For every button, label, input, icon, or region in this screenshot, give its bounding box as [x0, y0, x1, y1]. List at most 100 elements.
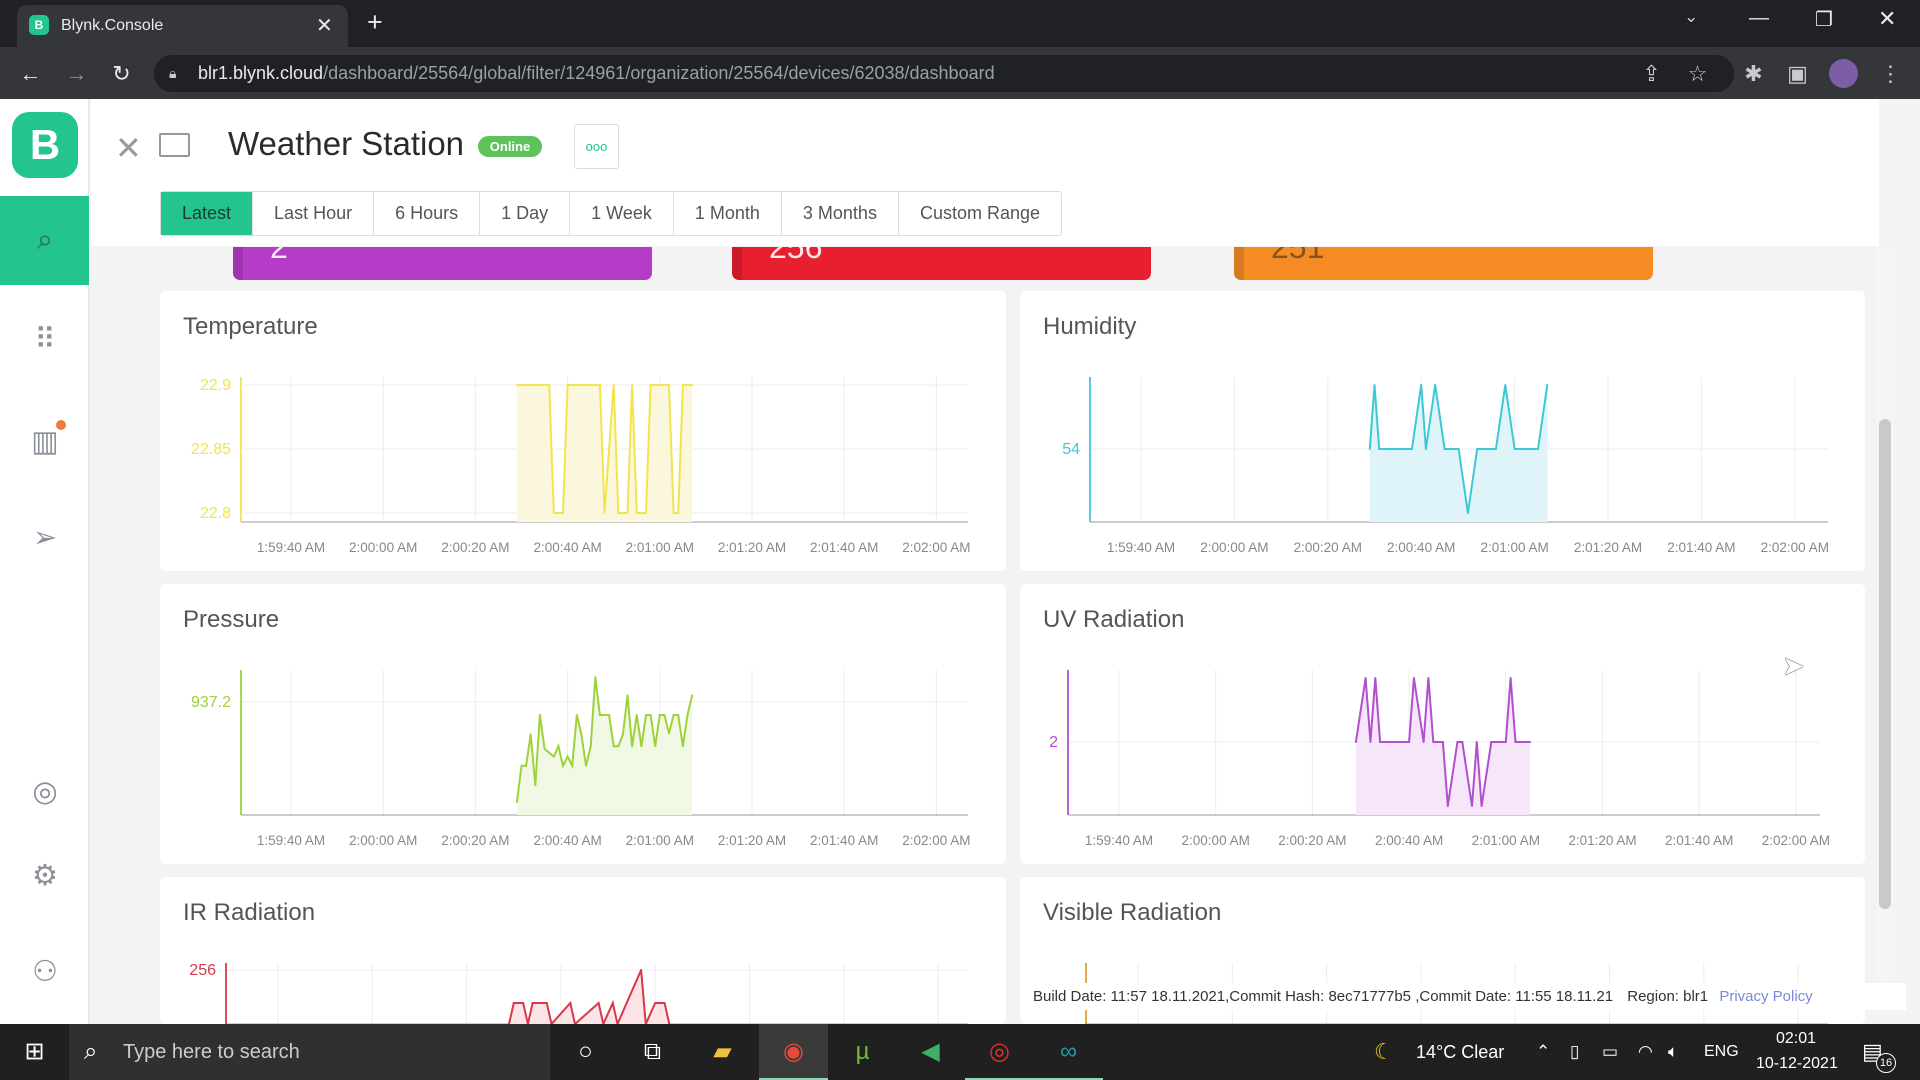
data-point: [677, 714, 680, 716]
widget-value: 256: [769, 247, 823, 265]
data-point: [626, 512, 629, 514]
data-point: [635, 714, 638, 716]
meet-now-icon[interactable]: ▯: [1570, 1042, 1580, 1061]
time-range-tabs: Latest Last Hour 6 Hours 1 Day 1 Week 1 Month…: [160, 191, 1063, 236]
sidebar-item-send[interactable]: ➢: [32, 522, 58, 554]
more-options-button[interactable]: ooo: [574, 124, 619, 169]
clock-date[interactable]: 10-12-2021: [1756, 1055, 1838, 1072]
forward-icon[interactable]: →: [65, 61, 88, 86]
x-tick-label: 2:01:40 AM: [810, 540, 878, 555]
chart-svg: 1:59:40 AM 2:00:00 AM 2:00:20 AM 2:00:40 AM…: [191, 377, 971, 555]
clock-time[interactable]: 02:01: [1776, 1030, 1817, 1047]
start-button[interactable]: ⊞: [24, 1038, 45, 1065]
x-tick-label: 2:01:40 AM: [1665, 833, 1733, 848]
volume-icon[interactable]: 🔈︎: [1668, 1042, 1679, 1061]
telegram-icon[interactable]: ◀: [921, 1038, 940, 1065]
close-tab-icon[interactable]: ✕: [316, 15, 333, 37]
browser-tab[interactable]: B Blynk.Console ✕: [17, 5, 348, 47]
chart-svg: 1:59:40 AM 2:00:00 AM 2:00:20 AM 2:00:40 AM…: [191, 670, 971, 848]
utorrent-icon[interactable]: µ: [855, 1038, 870, 1065]
data-point: [1546, 384, 1549, 386]
search-icon: ⌕: [84, 1038, 98, 1065]
browser-menu-icon[interactable]: ⋮: [1879, 61, 1902, 86]
time-range-tab[interactable]: 6 Hours: [374, 192, 481, 235]
scrollbar-thumb[interactable]: [1879, 419, 1891, 909]
collapse-icon[interactable]: [159, 133, 190, 157]
data-point: [631, 745, 634, 748]
reload-icon[interactable]: ↻: [112, 61, 131, 86]
battery-icon[interactable]: ▭: [1602, 1042, 1619, 1061]
minimize-icon[interactable]: —: [1749, 7, 1769, 29]
taskbar-search[interactable]: ⌕ Type here to search: [69, 1024, 550, 1080]
bookmark-star-icon[interactable]: ☆: [1687, 61, 1708, 86]
data-point: [1536, 448, 1539, 450]
notifications-icon[interactable]: ▤: [1862, 1039, 1883, 1064]
tab-search-icon[interactable]: ⌄: [1684, 7, 1699, 26]
data-point: [612, 745, 615, 748]
x-tick-label: 2:00:00 AM: [1182, 833, 1250, 848]
sidebar-item-settings[interactable]: ⚙: [32, 860, 58, 892]
lock-icon: 🔒︎: [169, 65, 177, 81]
data-point: [526, 1023, 529, 1024]
data-point: [1379, 741, 1382, 743]
data-point: [561, 764, 564, 767]
restore-icon[interactable]: ❐: [1815, 9, 1833, 31]
x-tick-label: 2:01:40 AM: [1667, 540, 1735, 555]
chart-svg: 256: [189, 962, 968, 1024]
privacy-policy-link[interactable]: Privacy Policy: [1719, 988, 1813, 1005]
url-field[interactable]: 🔒︎ blr1.blynk.cloud/dashboard/25564/glob…: [154, 55, 1734, 92]
sidebar-item-search[interactable]: ⌕: [0, 196, 89, 285]
data-point: [1412, 677, 1415, 679]
tray-chevron-icon[interactable]: ⌃: [1536, 1042, 1551, 1061]
time-range-tab[interactable]: Custom Range: [919, 203, 1041, 223]
data-point: [1466, 512, 1469, 514]
cortana-icon[interactable]: ○: [578, 1038, 593, 1065]
x-tick-label: 2:00:00 AM: [349, 540, 417, 555]
time-range-tab[interactable]: Latest: [161, 192, 254, 235]
time-range-tab[interactable]: 1 Month: [674, 192, 782, 235]
arduino-icon[interactable]: ∞: [1034, 1024, 1103, 1080]
tab-title: Blynk.Console: [61, 17, 164, 34]
taskbar: ⊞ ⌕ Type here to search ○ ⧉ ▰ ◉ µ ◀ ◎ ∞ …: [0, 1024, 1920, 1080]
back-icon[interactable]: ←: [19, 61, 42, 86]
data-point: [1476, 448, 1479, 450]
time-range-tab[interactable]: 1 Week: [570, 192, 674, 235]
profile-avatar[interactable]: [1829, 59, 1858, 88]
recorder-icon[interactable]: ◎: [965, 1024, 1034, 1080]
wifi-icon[interactable]: ◠: [1638, 1042, 1653, 1061]
x-tick-label: 2:01:40 AM: [810, 833, 878, 848]
file-explorer-icon[interactable]: ▰: [713, 1038, 732, 1065]
task-view-icon[interactable]: ⧉: [643, 1038, 662, 1065]
share-icon[interactable]: ⇪: [1642, 61, 1661, 86]
blynk-logo[interactable]: B: [12, 112, 78, 178]
sidebar-item-apps[interactable]: ⠿: [34, 324, 56, 356]
data-point: [1446, 805, 1449, 807]
x-tick-label: 2:00:40 AM: [533, 833, 601, 848]
sidebar-item-profile[interactable]: ⚇: [32, 956, 58, 988]
sidebar-item-organization[interactable]: ▥: [31, 426, 59, 458]
series-area: [516, 677, 693, 815]
sidebar-item-help[interactable]: ◎: [32, 776, 58, 808]
extensions-icon[interactable]: ✱: [1744, 61, 1763, 86]
x-tick-label: 2:00:40 AM: [533, 540, 601, 555]
time-range-tab[interactable]: Last Hour: [253, 192, 375, 235]
time-range-tab[interactable]: 3 Months: [782, 192, 899, 235]
close-icon[interactable]: ✕: [115, 130, 142, 166]
side-panel-icon[interactable]: ▣: [1787, 61, 1808, 86]
language-indicator[interactable]: ENG: [1704, 1043, 1739, 1060]
y-tick-label: 22.9: [200, 377, 231, 394]
chrome-icon[interactable]: ◉: [759, 1024, 828, 1080]
data-point: [508, 1023, 511, 1024]
data-point: [571, 764, 574, 767]
chart-svg: 1:59:40 AM 2:00:00 AM 2:00:20 AM 2:00:40 AM…: [1062, 377, 1829, 555]
weather-text[interactable]: 14°C Clear: [1416, 1042, 1505, 1062]
close-window-icon[interactable]: ✕: [1878, 6, 1897, 31]
data-point: [580, 733, 583, 736]
data-point: [644, 512, 647, 514]
new-tab-icon[interactable]: +: [367, 7, 383, 37]
x-tick-label: 2:00:20 AM: [1294, 540, 1362, 555]
data-point: [672, 714, 675, 716]
status-badge: Online: [478, 136, 542, 157]
data-point: [552, 755, 555, 758]
time-range-tab[interactable]: 1 Day: [480, 192, 571, 235]
